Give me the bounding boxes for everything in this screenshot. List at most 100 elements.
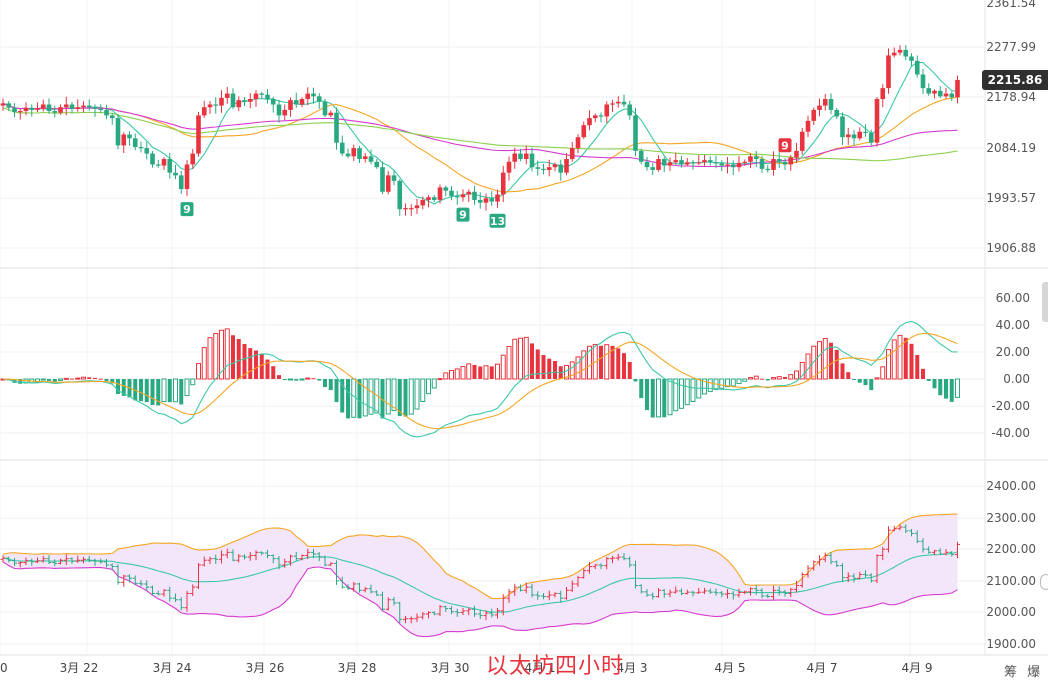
macd-bar <box>679 378 684 409</box>
macd-bar <box>305 377 311 380</box>
candle-body <box>276 104 282 116</box>
macd-bar <box>391 378 397 412</box>
macd-bar <box>719 378 725 389</box>
macd-bar <box>783 376 787 379</box>
bollinger-fill <box>3 514 958 637</box>
macd-bar <box>500 354 506 380</box>
candle-body <box>362 156 368 160</box>
macd-bar <box>460 366 466 380</box>
macd-bar <box>523 336 529 380</box>
bollinger-ohlc-bars <box>0 524 960 624</box>
macd-bar <box>915 354 920 379</box>
candle-body <box>460 194 466 198</box>
candle-body <box>311 93 316 97</box>
macd-bar <box>110 379 115 384</box>
macd-axis-label: -20.00 <box>991 399 1030 413</box>
candle-body <box>40 104 46 109</box>
candle-body <box>943 93 949 97</box>
candle-body <box>173 172 178 176</box>
candle-body <box>132 138 138 148</box>
candle-body <box>265 94 270 100</box>
candle-body <box>259 93 265 95</box>
candle-body <box>805 120 811 132</box>
macd-bar <box>489 366 494 379</box>
macd-bar <box>161 378 167 403</box>
macd-bar <box>70 378 74 380</box>
candle-body <box>799 131 805 151</box>
macd-dif-line <box>2 320 958 438</box>
macd-bar <box>547 358 552 379</box>
candle-body <box>270 99 276 105</box>
candle-body <box>558 164 564 173</box>
price-axis-label: 1906.88 <box>986 241 1036 255</box>
candle-body <box>17 111 23 113</box>
macd-bar <box>144 379 149 403</box>
macd-bar <box>622 353 626 379</box>
boll-axis-label: 2300.00 <box>986 511 1036 525</box>
candle-body <box>684 162 690 165</box>
candle-body <box>500 172 506 195</box>
current-price-tag: 2215.86 <box>982 70 1048 90</box>
date-axis-label: 3月 30 <box>431 661 470 675</box>
td-marker-badge <box>456 207 470 222</box>
macd-bar <box>248 348 253 379</box>
date-axis-label: 4月 5 <box>714 661 745 675</box>
macd-bar <box>282 379 287 380</box>
candle-body <box>472 191 477 200</box>
macd-bar <box>242 343 247 379</box>
candle-body <box>351 148 357 157</box>
td-marker-label: 9 <box>183 203 191 216</box>
macd-bar <box>81 376 86 380</box>
macd-bar <box>437 378 443 381</box>
candle-body <box>495 194 500 202</box>
macd-bar <box>575 356 581 380</box>
candle-body <box>196 115 201 154</box>
candle-body <box>920 74 926 89</box>
candle-body <box>466 191 472 195</box>
macd-bar <box>938 379 943 396</box>
macd-bar <box>328 379 333 391</box>
candle-body <box>725 164 730 166</box>
macd-bar <box>760 378 764 380</box>
macd-bar <box>949 379 954 402</box>
candle-body <box>828 99 834 110</box>
macd-bar <box>98 378 103 380</box>
ma-slow-line <box>2 102 958 168</box>
candle-body <box>127 134 132 139</box>
candle-body <box>213 104 219 106</box>
macd-bar <box>506 345 512 380</box>
td-marker-label: 9 <box>459 209 467 222</box>
macd-bar <box>684 378 690 406</box>
side-toggle-icon[interactable] <box>1040 574 1048 590</box>
td-marker-label: 9 <box>781 139 789 152</box>
macd-bar <box>179 379 184 405</box>
candle-body <box>811 109 817 121</box>
macd-bar <box>236 338 241 379</box>
candle-body <box>891 52 897 56</box>
macd-bar <box>944 379 948 399</box>
macd-bar <box>955 378 960 398</box>
macd-bar <box>139 379 143 402</box>
macd-bar <box>736 378 742 385</box>
candle-body <box>840 116 845 138</box>
macd-bar <box>776 376 782 380</box>
macd-bar <box>788 374 794 380</box>
macd-bar <box>294 379 299 381</box>
macd-bar <box>431 378 437 389</box>
candle-body <box>638 150 644 162</box>
candle-body <box>230 93 236 108</box>
candle-body <box>753 156 759 160</box>
macd-bar <box>610 345 615 379</box>
candle-body <box>253 93 259 100</box>
macd-bar <box>599 345 603 379</box>
candle-body <box>293 100 299 105</box>
price-axis-label: 2277.99 <box>986 40 1036 54</box>
candle-body <box>765 168 771 171</box>
side-scroll-handle[interactable] <box>1042 282 1048 322</box>
date-axis-label: 0 <box>0 661 8 675</box>
boll-axis-label: 2100.00 <box>986 574 1036 588</box>
candle-body <box>834 109 840 117</box>
candle-body <box>788 157 794 165</box>
candle-body <box>730 164 736 168</box>
